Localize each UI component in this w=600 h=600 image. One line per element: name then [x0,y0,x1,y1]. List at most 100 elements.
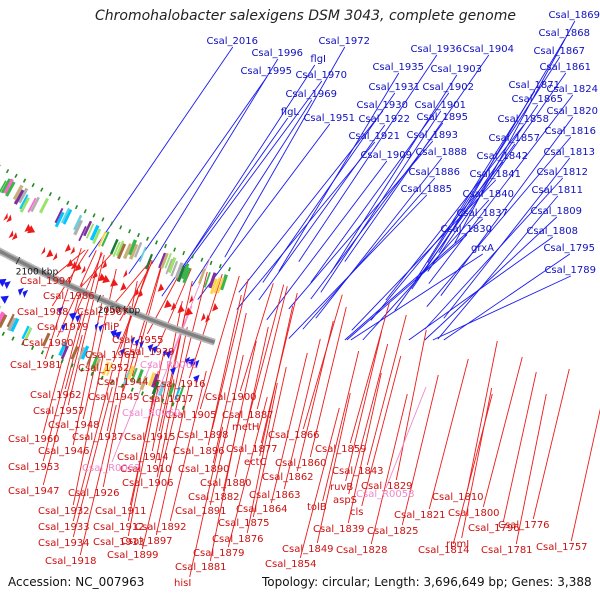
connector-line [270,352,308,504]
score-mark [161,398,165,403]
cog-block [219,274,228,291]
score-mark [171,402,175,407]
connector-line [515,393,547,545]
connector-line [236,141,376,310]
gene-label-reverse: Csal_1880 [200,478,252,489]
gene-label-forward: Csal_1871 [508,80,560,91]
gene-label-forward: Csal_1969 [285,89,337,100]
connector-line [361,355,402,507]
reverse-gene [6,214,12,223]
gene-labels: Csal_1869 Csal_1868 Csal_1867 Csal_1861 Csal… [8,10,600,589]
forward-gene [0,278,7,287]
gene-label-reverse: Csal_1863 [249,490,301,501]
forward-gene [193,374,200,384]
cog-block [122,243,133,260]
connector-line [227,396,268,548]
tick-label: 2050 kbp [98,306,141,316]
connector-line [71,252,103,322]
gene-label-reverse: Csal_1839 [313,524,365,535]
cog-block [123,370,130,385]
gene-label-forward: Csal_1861 [539,62,591,73]
connector-line [224,46,346,258]
gene-label-reverse: Csal_1986 [43,291,95,302]
forward-gene [17,287,24,296]
gene-label-forward: Csal_1789 [544,265,596,276]
cog-block [13,189,25,205]
score-mark [48,192,52,197]
forward-gene [134,338,140,347]
gene-label-reverse: fliP [104,322,119,333]
reverse-gene [122,269,128,278]
gene-label-forward: Csal_1951 [303,113,355,124]
connector-line [315,157,443,319]
cog-block [62,209,73,225]
connector-line [56,250,97,338]
gene-label-forward: Csal_1922 [358,114,410,125]
reverse-gene [189,294,194,304]
gene-label-forward: Csal_1936 [410,44,462,55]
gene-label-forward: Csal_1909 [360,150,412,161]
gene-label-reverse: Csal_1859 [315,444,367,455]
connector-line [346,234,468,341]
connector-line [502,371,537,523]
forward-gene [113,331,122,340]
score-mark [22,178,27,183]
gene-label-forward: Csal_1901 [414,100,466,111]
forward-gene [75,314,82,323]
reverse-gene [205,314,210,323]
connector-line [51,249,89,307]
cog-block [0,311,5,324]
gene-label-forward: Csal_1795 [543,243,595,254]
reverse-gene [41,246,46,255]
gene-label-reverse: Csal_1897 [121,536,173,547]
gene-label-reverse: Csal_1854 [265,559,317,570]
reverse-gene [52,252,58,261]
cog-block [0,180,7,194]
cog-block [19,194,29,210]
score-mark [14,173,18,178]
cog-block [116,243,127,260]
gene-label-reverse: Csal_1849 [282,544,334,555]
gene-label-forward: Csal_1841 [469,169,521,180]
reverse-gene [110,278,119,287]
score-mark [110,221,114,226]
gene-label-reverse: Csal_1891 [175,506,227,517]
gene-label-reverse: Csal_1955 [112,335,164,346]
reverse-gene [170,302,177,311]
connector-line [211,278,249,430]
cog-block [93,357,102,372]
gene-label-forward: Csal_1886 [408,167,460,178]
score-mark [164,243,167,249]
gene-label-forward: Csal_1995 [240,66,292,77]
forward-gene [0,295,9,304]
cog-block [83,220,93,237]
connector-line [428,94,574,284]
backbone-core [0,249,216,344]
gene-label-reverse: Csal_1829 [361,481,413,492]
cog-block [130,367,138,382]
gene-label-forward: Csal_1867 [533,46,585,57]
gene-label-reverse: hisI [174,578,191,589]
cog-block [0,313,8,328]
gene-label-reverse: Csal_1877 [226,444,278,455]
reverse-gene [46,249,54,258]
connector-line [154,312,186,464]
gene-label-reverse: Csal_1905 [165,410,217,421]
score-mark [191,254,195,259]
connector-line [72,294,104,446]
cog-block [213,277,221,294]
connector-line [466,340,498,492]
gene-label-reverse: Csal_1864 [236,504,288,515]
cog-block [24,327,33,341]
forward-gene [68,312,77,321]
connector-line [443,157,571,319]
score-mark [83,209,87,214]
gene-label-reverse: Csal_1899 [107,550,159,561]
forward-gene [58,306,64,315]
forward-gene [170,366,177,376]
connector-line [72,354,104,506]
connector-line [395,329,427,481]
gene-label-reverse: Csal_1988 [17,307,69,318]
gene-label-forward: Csal_1842 [476,151,528,162]
connector-line [259,305,294,457]
